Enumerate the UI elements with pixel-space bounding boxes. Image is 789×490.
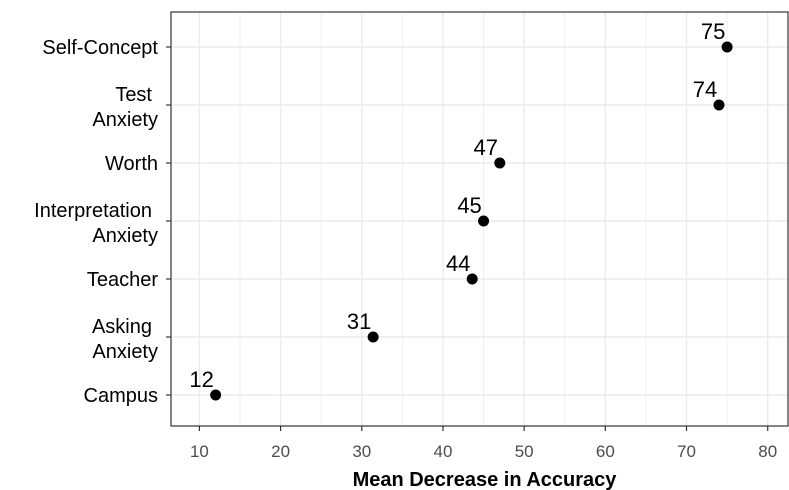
x-axis-title: Mean Decrease in Accuracy [353, 469, 618, 490]
y-tick-label: Anxiety [92, 109, 158, 131]
data-label: 31 [347, 309, 371, 334]
x-tick-label: 20 [271, 442, 290, 461]
x-axis: 10 20 30 40 50 60 70 80 [190, 426, 777, 461]
x-tick-label: 70 [677, 442, 696, 461]
y-tick-label: Campus [84, 385, 158, 407]
data-label: 75 [701, 19, 725, 44]
data-label: 74 [693, 77, 717, 102]
y-tick-label: Self-Concept [42, 37, 158, 59]
y-tick-label: Anxiety [92, 341, 158, 363]
y-tick-label: Asking [92, 316, 152, 338]
data-label: 12 [189, 367, 213, 392]
y-tick-label: Teacher [87, 269, 158, 291]
y-tick-label: Worth [105, 153, 158, 175]
data-point [478, 215, 490, 227]
data-point [713, 99, 725, 111]
data-point [367, 331, 379, 343]
x-tick-label: 40 [434, 442, 453, 461]
y-tick-label: Test [115, 84, 152, 106]
data-label: 44 [446, 251, 470, 276]
data-points: 75 74 47 45 44 31 12 [189, 19, 733, 401]
data-point [210, 389, 222, 401]
data-label: 47 [474, 135, 498, 160]
plot-border [170, 11, 789, 427]
x-tick-label: 10 [190, 442, 209, 461]
grid-lines [171, 12, 788, 426]
y-axis: Self-Concept Test Anxiety Worth Interpretati… [34, 37, 171, 407]
data-point [721, 41, 733, 53]
data-point [494, 157, 506, 169]
x-tick-label: 80 [758, 442, 777, 461]
data-point [466, 273, 478, 285]
x-tick-label: 50 [515, 442, 534, 461]
x-tick-label: 60 [596, 442, 615, 461]
y-tick-label: Anxiety [92, 225, 158, 247]
x-tick-label: 30 [352, 442, 371, 461]
y-tick-label: Interpretation [34, 200, 152, 222]
data-label: 45 [457, 193, 481, 218]
